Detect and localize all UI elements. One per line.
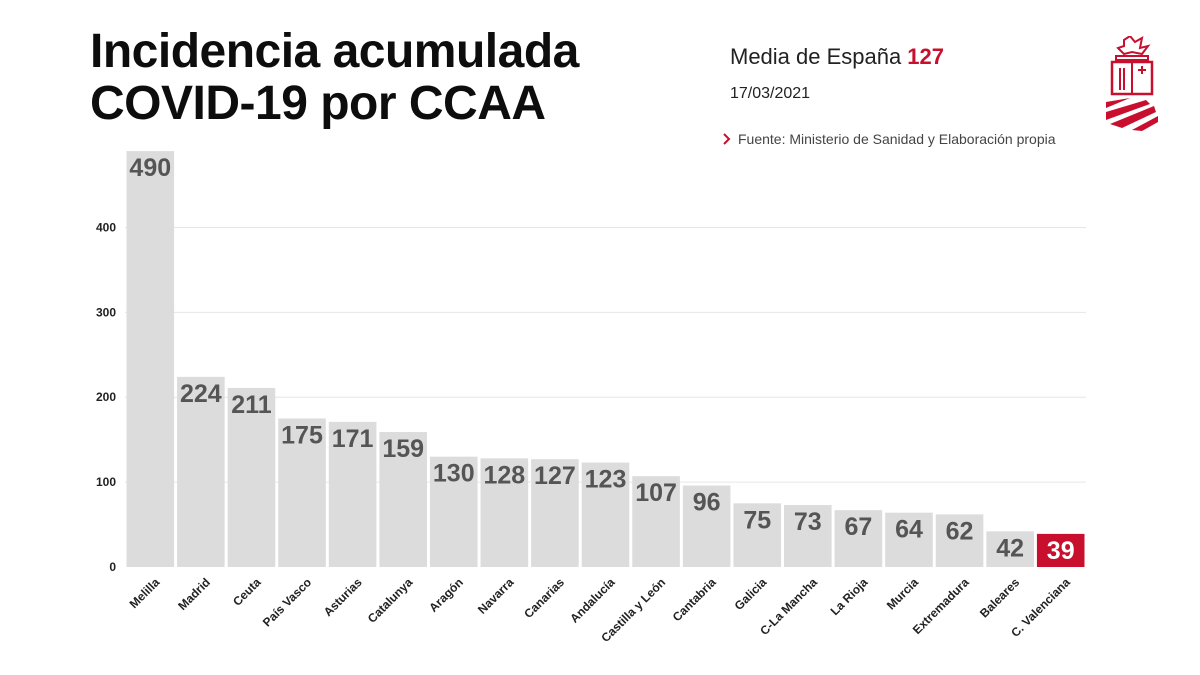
data-label: 127 [534, 462, 576, 490]
data-label: 64 [895, 516, 923, 544]
bar [885, 512, 933, 567]
category-label: Madrid [175, 575, 213, 613]
data-label: 123 [585, 466, 627, 494]
category-label: Baleares [977, 575, 1023, 621]
source-text: Fuente: Ministerio de Sanidad y Elaborac… [738, 131, 1056, 147]
y-tick-label: 100 [96, 475, 116, 489]
bar [531, 459, 579, 567]
category-label: Ceuta [230, 575, 264, 609]
y-tick-label: 0 [109, 560, 116, 574]
data-label: 39 [1047, 537, 1075, 565]
chevron-right-icon [723, 133, 731, 145]
data-label: 171 [332, 425, 374, 453]
spain-average-label: Media de España [730, 44, 902, 69]
data-label: 67 [844, 513, 872, 541]
bar [733, 503, 782, 567]
data-label: 96 [693, 489, 721, 517]
bar [632, 476, 680, 567]
data-label: 75 [743, 506, 771, 534]
bar [126, 151, 175, 567]
category-label: Navarra [475, 575, 517, 617]
category-label: La Rioja [828, 575, 871, 618]
bar [784, 505, 832, 567]
data-label: 175 [281, 421, 323, 449]
page-title: Incidencia acumulada COVID-19 por CCAA [90, 26, 579, 130]
y-tick-label: 300 [96, 305, 116, 319]
category-label: Andalucía [567, 575, 618, 626]
category-label: Murcia [884, 575, 921, 612]
report-date: 17/03/2021 [730, 85, 811, 102]
bar [227, 387, 276, 567]
bar [834, 510, 883, 567]
category-label: Asturias [321, 575, 365, 619]
data-label: 490 [129, 154, 171, 182]
data-label: 62 [946, 517, 974, 545]
y-tick-label: 200 [96, 390, 116, 404]
source-note: Fuente: Ministerio de Sanidad y Elaborac… [720, 131, 1056, 147]
title-line-2: COVID-19 por CCAA [90, 77, 546, 130]
bar [935, 514, 984, 567]
category-label: Canarias [521, 575, 567, 621]
category-label: Galicia [732, 575, 770, 613]
category-label: Melilla [127, 575, 163, 611]
bar [278, 418, 326, 567]
data-label: 224 [180, 380, 222, 408]
bar [682, 485, 731, 567]
bar [328, 421, 377, 567]
data-label: 73 [794, 508, 822, 536]
category-label: Cantabria [670, 575, 719, 624]
generalitat-valenciana-logo-icon [1106, 36, 1158, 131]
data-label: 42 [996, 534, 1024, 562]
data-label: 130 [433, 460, 475, 488]
y-tick-label: 400 [96, 220, 116, 234]
data-label: 159 [382, 435, 424, 463]
bar [177, 376, 225, 567]
data-label: 107 [635, 479, 677, 507]
bar [379, 432, 427, 567]
bar [581, 462, 630, 567]
title-line-1: Incidencia acumulada [90, 25, 579, 78]
data-label: 128 [483, 461, 525, 489]
bar [480, 458, 529, 567]
category-label: País Vasco [260, 575, 314, 629]
spain-average: Media de España 127 [730, 44, 944, 70]
category-label: Catalunya [365, 575, 416, 626]
bar [1036, 533, 1085, 567]
data-label: 211 [231, 391, 271, 419]
category-label: Aragón [426, 575, 466, 615]
bar [429, 456, 478, 567]
bar [986, 531, 1034, 567]
spain-average-value: 127 [907, 44, 944, 69]
